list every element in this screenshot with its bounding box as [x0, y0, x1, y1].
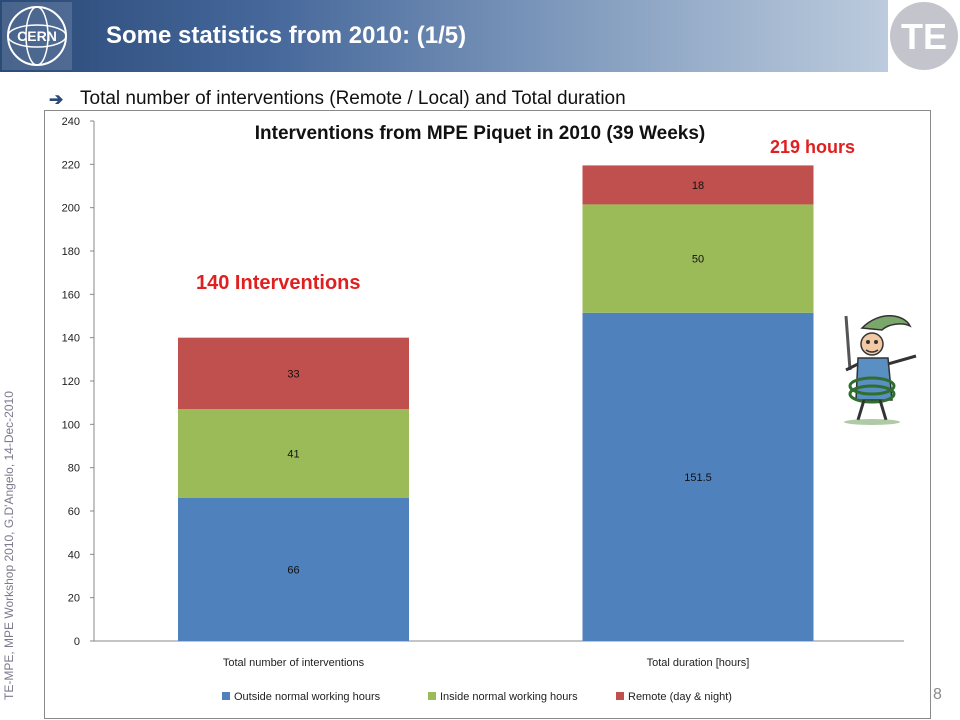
y-tick-label: 40	[68, 549, 80, 561]
data-label: 50	[692, 254, 704, 266]
header-bar	[0, 0, 888, 72]
chart-title: Interventions from MPE Piquet in 2010 (3…	[255, 123, 706, 144]
cern-logo: CERN	[2, 2, 72, 70]
y-tick-label: 180	[62, 246, 80, 258]
legend-label: Outside normal working hours	[234, 691, 381, 703]
legend-swatch	[616, 692, 624, 700]
bar-segment	[582, 312, 814, 641]
stacked-bar-chart: Interventions from MPE Piquet in 2010 (3…	[62, 116, 904, 703]
y-tick-label: 140	[62, 333, 80, 345]
bar-segment	[178, 498, 409, 641]
bar-segment	[178, 409, 409, 498]
data-label: 33	[287, 368, 299, 380]
cern-logo-text: CERN	[17, 28, 57, 44]
te-logo-text: TE	[901, 16, 947, 57]
y-tick-label: 100	[62, 419, 80, 431]
legend-swatch	[428, 692, 436, 700]
legend-swatch	[222, 692, 230, 700]
interventions-annotation: 140 Interventions	[196, 272, 361, 294]
x-category-label: Total number of interventions	[223, 657, 365, 669]
bullet-text: Total number of interventions (Remote / …	[80, 88, 626, 109]
y-tick-label: 60	[68, 506, 80, 518]
y-tick-label: 80	[68, 463, 80, 475]
bar-segment	[582, 165, 814, 205]
x-category-label: Total duration [hours]	[647, 657, 750, 669]
legend-label: Remote (day & night)	[628, 691, 732, 703]
bar-segment	[582, 204, 814, 313]
data-label: 18	[692, 180, 704, 192]
bullet-arrow-icon: ➔	[49, 90, 64, 109]
y-tick-label: 120	[62, 376, 80, 388]
data-label: 41	[287, 449, 299, 461]
legend-label: Inside normal working hours	[440, 691, 578, 703]
y-tick-label: 200	[62, 203, 80, 215]
y-tick-label: 0	[74, 636, 80, 648]
slide-title: Some statistics from 2010: (1/5)	[106, 22, 467, 49]
technician-cartoon-icon	[844, 315, 917, 425]
hours-annotation: 219 hours	[770, 137, 856, 157]
y-tick-label: 220	[62, 159, 80, 171]
te-logo: TE	[890, 2, 958, 70]
data-label: 66	[287, 565, 299, 577]
bar-segment	[178, 337, 409, 410]
data-label: 151.5	[684, 472, 712, 484]
sidebar-footer-text: TE-MPE, MPE Workshop 2010, G.D'Angelo, 1…	[2, 391, 16, 700]
y-tick-label: 20	[68, 593, 80, 605]
page-number: 8	[933, 686, 942, 703]
y-tick-label: 160	[62, 289, 80, 301]
y-tick-label: 240	[62, 116, 80, 128]
